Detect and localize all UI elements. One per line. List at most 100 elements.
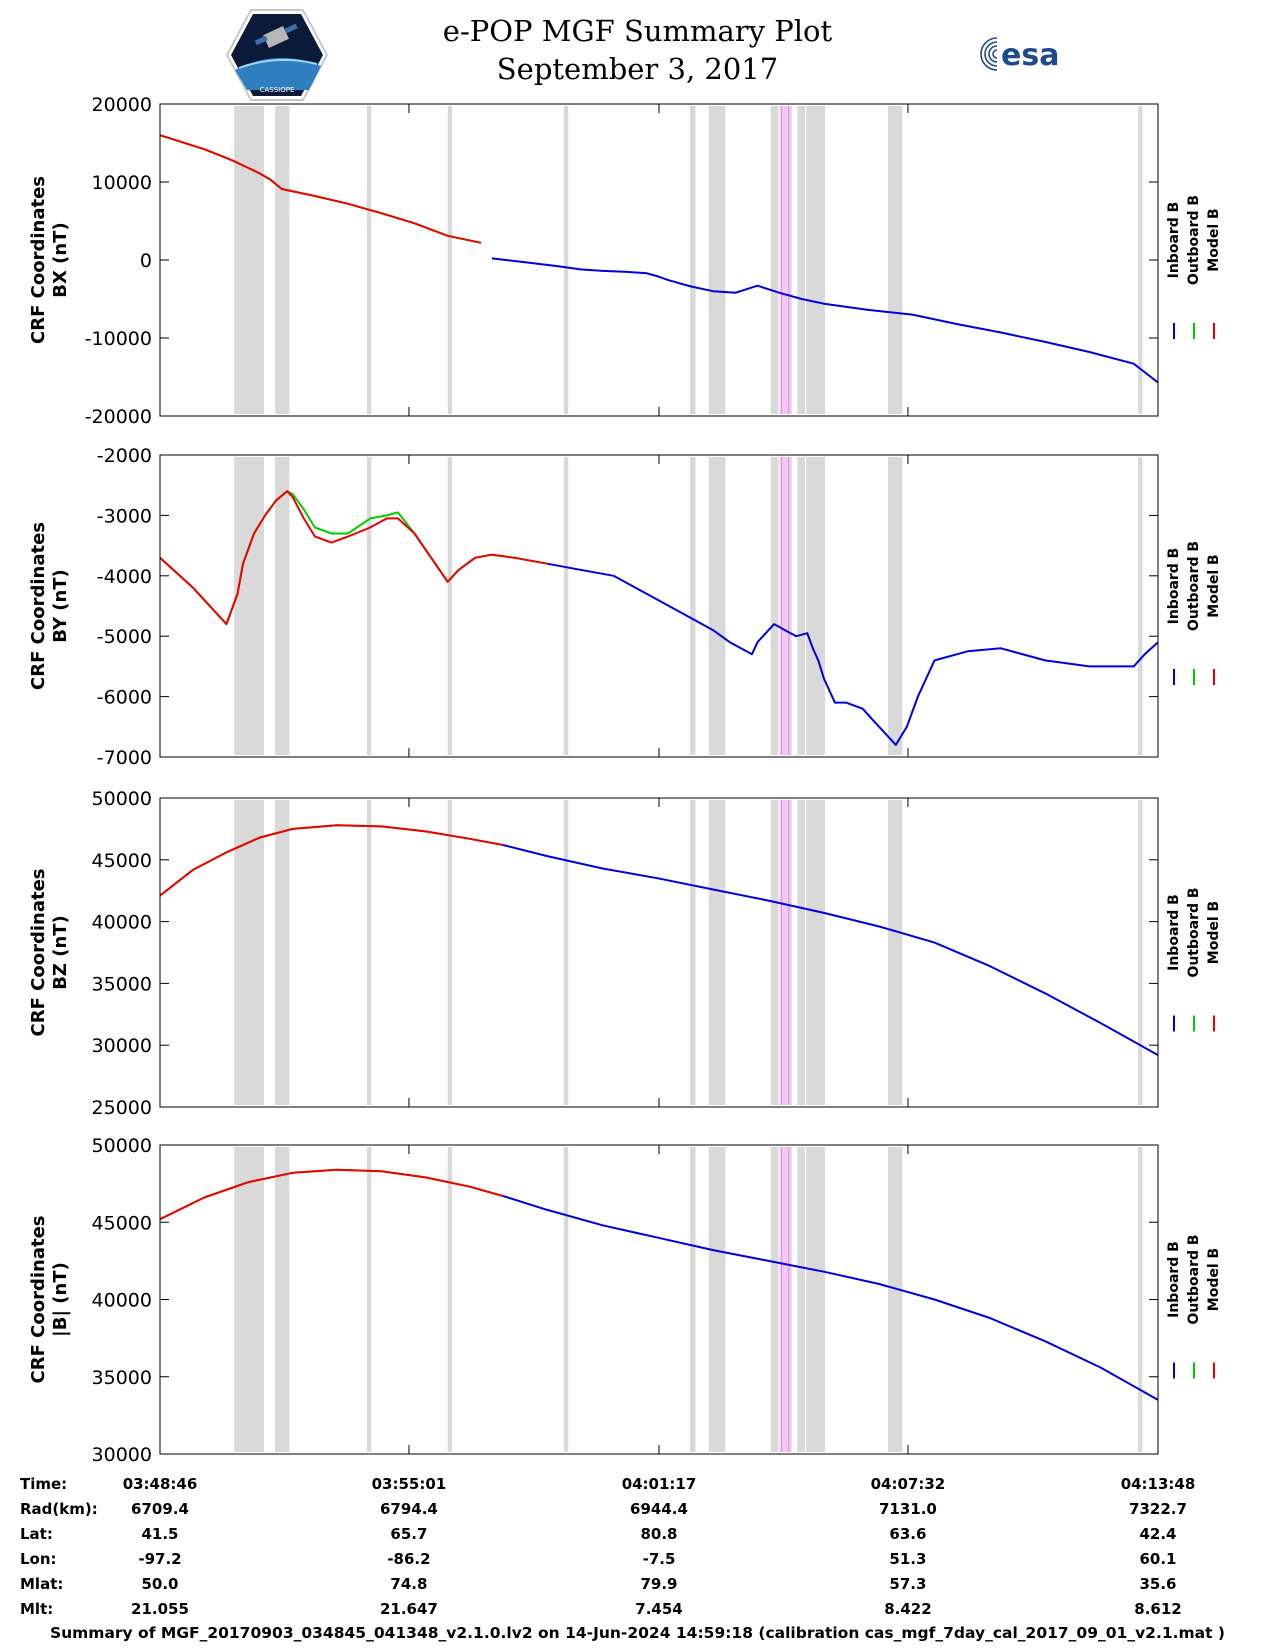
info-row-label: Time: [20, 1475, 68, 1493]
gap-band [689, 1147, 696, 1452]
plot-frame [159, 1144, 1159, 1455]
y-tick-label: 50000 [92, 788, 152, 810]
y-tick-label: 35000 [92, 973, 152, 995]
y-axis-label: CRF Coordinates [28, 522, 49, 690]
gap-band [366, 1147, 372, 1452]
info-cell: 51.3 [889, 1550, 927, 1568]
esa-logo: esa [980, 37, 1059, 73]
panel-1: 20000 10000 0 -10000 -20000 CRF Coordinates BX… [28, 94, 1222, 428]
gap-band [797, 457, 806, 755]
gap-band [806, 106, 825, 414]
info-cell: 6709.4 [131, 1500, 189, 1518]
legend-label: Outboard B [1186, 887, 1202, 977]
gap-band [366, 106, 372, 414]
info-cell: -86.2 [387, 1550, 431, 1568]
plot-date: September 3, 2017 [496, 52, 779, 86]
info-cell: 03:48:46 [122, 1475, 198, 1493]
y-tick-label: 25000 [92, 1097, 152, 1119]
y-tick-label: -5000 [97, 626, 152, 648]
y-axis-label: CRF Coordinates [28, 1216, 49, 1384]
info-cell: 63.6 [889, 1525, 927, 1543]
y-axis-label: BY (nT) [50, 569, 71, 643]
y-tick-label: 40000 [92, 1290, 152, 1312]
y-axis-label: CRF Coordinates [28, 176, 49, 344]
cassiope-logo: CASSIOPE [225, 9, 329, 101]
highlight-band [779, 1147, 791, 1452]
highlight-band [779, 457, 791, 755]
info-cell: 8.612 [1134, 1600, 1182, 1618]
legend-label: Model B [1206, 1248, 1222, 1311]
plot-frame [159, 797, 1159, 1108]
y-axis-label: BX (nT) [50, 222, 71, 297]
legend-label: Inboard B [1166, 548, 1182, 625]
y-tick-label: -7000 [97, 747, 152, 769]
gap-band [770, 106, 779, 414]
gap-band [689, 106, 696, 414]
gap-band [563, 1147, 569, 1452]
info-cell: -97.2 [138, 1550, 182, 1568]
gap-band [797, 1147, 806, 1452]
gap-band [234, 106, 265, 414]
info-row-label: Lon: [20, 1550, 57, 1568]
footer-caption: Summary of MGF_20170903_034845_041348_v2… [49, 1624, 1226, 1642]
y-tick-label: 0 [140, 250, 152, 272]
series-inboard-b [502, 844, 1159, 1056]
legend-label: Outboard B [1186, 541, 1202, 631]
plot-frame [159, 454, 1159, 758]
panel-2: -2000 -3000 -4000 -5000 -6000 -7000 CRF Coordi… [28, 445, 1222, 769]
y-tick-label: 30000 [92, 1444, 152, 1466]
gap-band [888, 106, 903, 414]
gap-band [447, 1147, 453, 1452]
info-cell: 7131.0 [878, 1500, 937, 1518]
legend-label: Model B [1206, 901, 1222, 964]
gap-band [275, 457, 290, 755]
gap-band [234, 800, 265, 1105]
gap-band [447, 106, 453, 414]
y-tick-label: -4000 [97, 566, 152, 588]
gap-band [806, 1147, 825, 1452]
gap-band [770, 1147, 779, 1452]
y-tick-label: 35000 [92, 1367, 152, 1389]
info-row-label: Rad(km): [20, 1500, 98, 1518]
gap-band [1138, 800, 1143, 1105]
series-inboard-b [547, 562, 1159, 746]
series-model-b [159, 1168, 504, 1221]
info-row-label: Mlat: [20, 1575, 64, 1593]
gap-band [234, 1147, 265, 1452]
gap-band [888, 1147, 903, 1452]
info-cell: 04:01:17 [621, 1475, 697, 1493]
gap-band [708, 106, 726, 414]
gap-band [275, 106, 290, 414]
y-tick-label: -6000 [97, 687, 152, 709]
legend-label: Inboard B [1166, 1241, 1182, 1318]
gap-band [806, 457, 825, 755]
gap-band [447, 800, 453, 1105]
info-cell: 8.422 [884, 1600, 932, 1618]
series-outboard-b [159, 490, 548, 626]
info-cell: -7.5 [642, 1550, 676, 1568]
series-model-b [159, 134, 482, 244]
legend-label: Model B [1206, 554, 1222, 617]
svg-text:CASSIOPE: CASSIOPE [260, 86, 295, 94]
y-tick-label: 45000 [92, 1212, 152, 1234]
series-model-b [159, 824, 504, 897]
gap-band [563, 457, 569, 755]
gap-band [563, 800, 569, 1105]
info-cell: 42.4 [1139, 1525, 1177, 1543]
info-cell: 57.3 [889, 1575, 927, 1593]
y-tick-label: -20000 [85, 406, 152, 428]
info-cell: 04:13:48 [1120, 1475, 1196, 1493]
gap-band [1138, 457, 1143, 755]
info-cell: 65.7 [390, 1525, 428, 1543]
series-model-b [159, 490, 548, 626]
y-axis-label: BZ (nT) [50, 915, 71, 990]
y-axis-label: CRF Coordinates [28, 869, 49, 1037]
gap-band [708, 800, 726, 1105]
info-cell: 79.9 [640, 1575, 678, 1593]
legend-label: Inboard B [1166, 202, 1182, 279]
y-tick-label: 10000 [92, 172, 152, 194]
gap-band [797, 106, 806, 414]
y-axis-label: |B| (nT) [50, 1262, 71, 1337]
y-tick-label: -2000 [97, 445, 152, 467]
gap-band [447, 457, 453, 755]
